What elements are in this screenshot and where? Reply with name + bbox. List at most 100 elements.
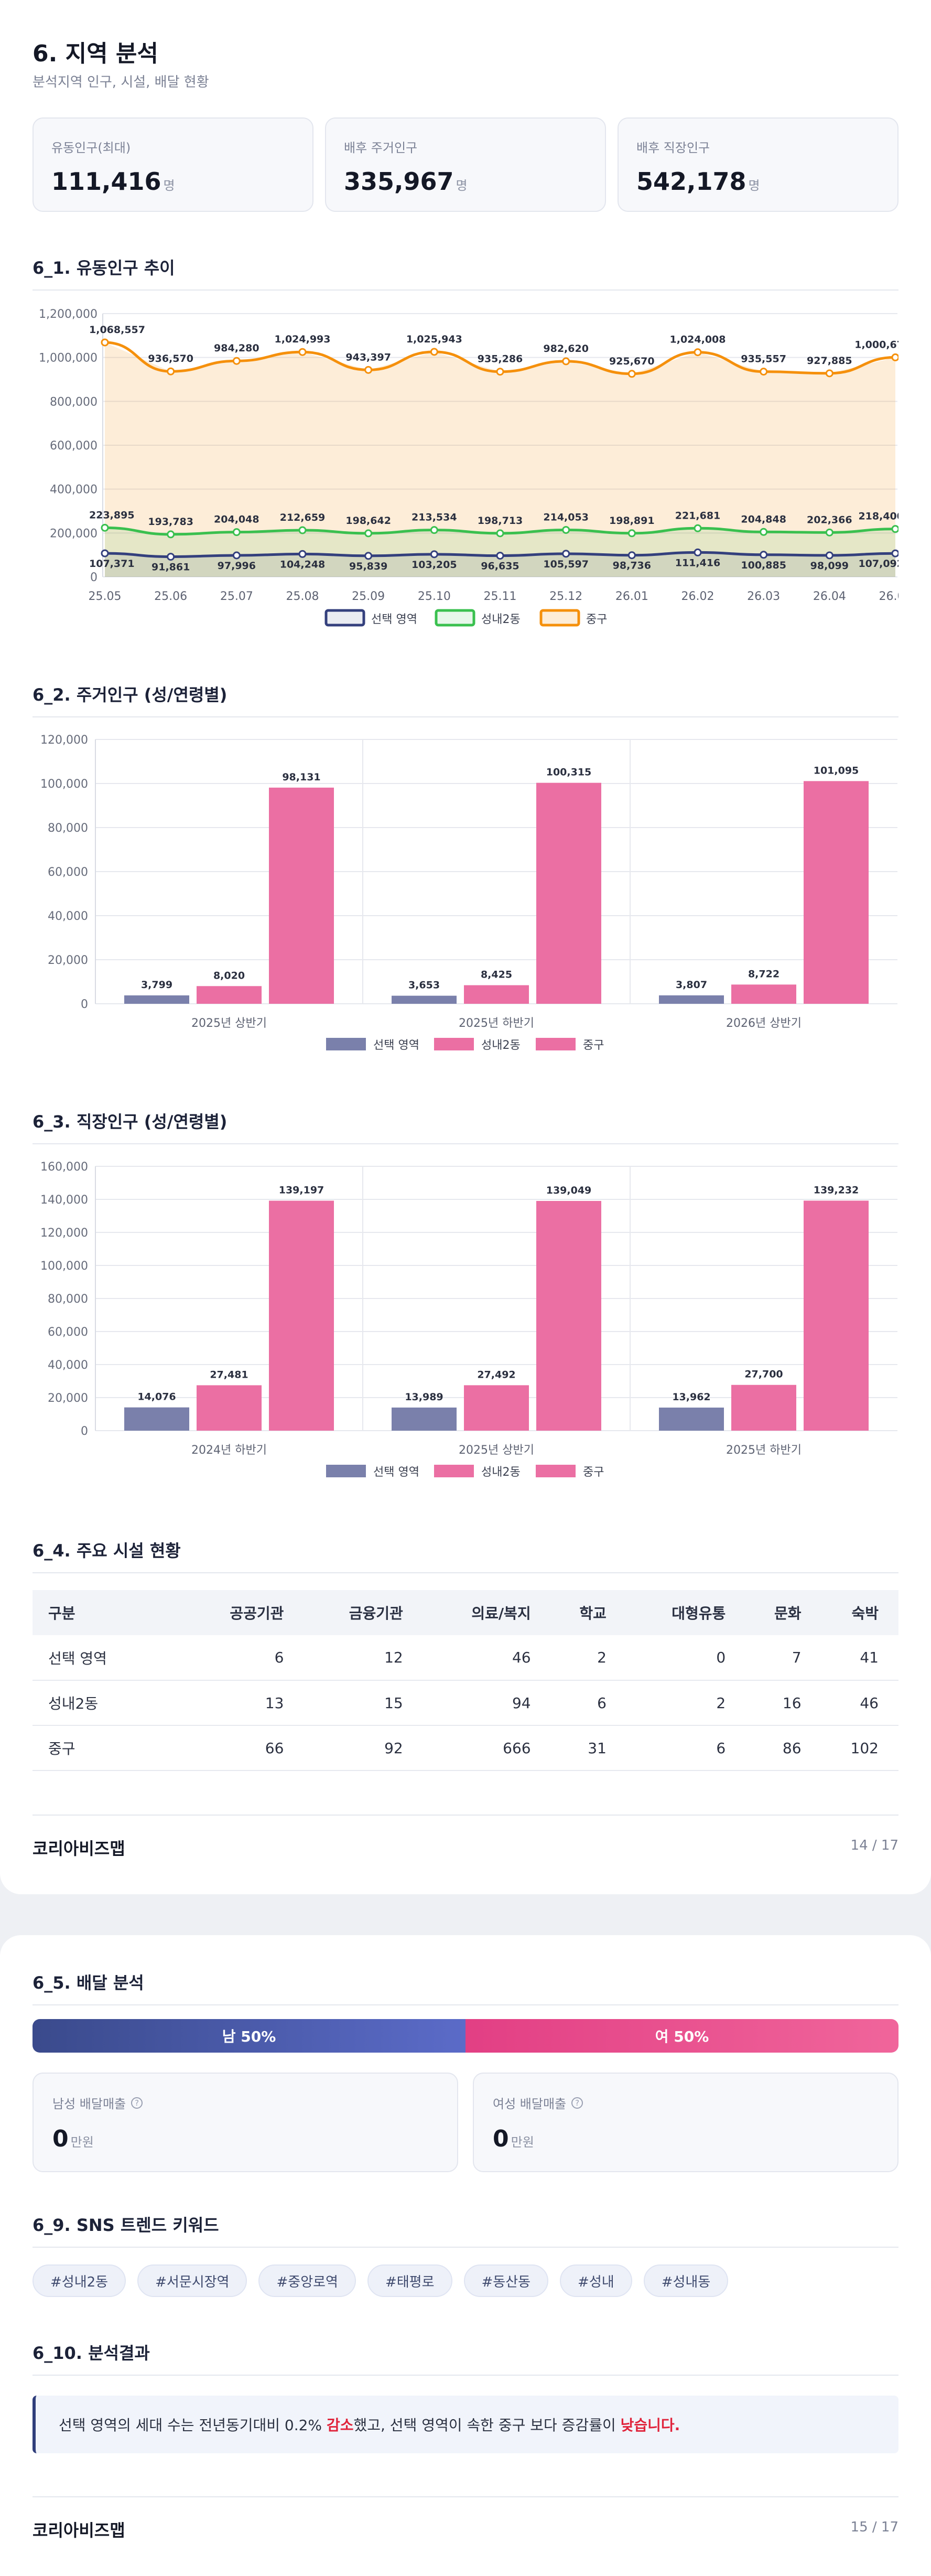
page-title: 6. 지역 분석 — [33, 40, 158, 67]
keyword-chip[interactable]: #중앙로역 — [258, 2264, 356, 2297]
data-label: 103,205 — [412, 559, 457, 571]
keyword-chip[interactable]: #태평로 — [367, 2264, 452, 2297]
info-icon[interactable]: ? — [131, 2097, 143, 2109]
bar — [197, 986, 262, 1004]
data-point — [496, 552, 504, 560]
legend-swatch — [434, 1038, 474, 1050]
data-point — [232, 357, 241, 365]
legend-label: 중구 — [583, 1466, 604, 1479]
table-cell: 7 — [745, 1635, 821, 1681]
y-tick-label: 20,000 — [48, 1392, 88, 1405]
legend-swatch — [326, 1038, 366, 1050]
legend-swatch — [326, 1465, 366, 1477]
section-title-delivery: 6_5. 배달 분석 — [33, 1973, 144, 1993]
keyword-chip[interactable]: #성내동 — [643, 2264, 729, 2297]
legend-swatch — [536, 1038, 576, 1050]
table-cell: 94 — [423, 1680, 551, 1726]
data-point — [364, 529, 373, 538]
y-tick-label: 600,000 — [50, 439, 98, 453]
data-point — [760, 551, 768, 559]
data-label: 13,962 — [672, 1391, 710, 1403]
data-label: 139,197 — [279, 1185, 324, 1196]
table-cell: 92 — [304, 1725, 423, 1771]
data-point — [167, 553, 175, 561]
data-point — [825, 369, 833, 378]
keyword-chip[interactable]: #서문시장역 — [137, 2264, 247, 2297]
data-label: 111,416 — [675, 557, 721, 568]
table-header: 의료/복지 — [423, 1590, 551, 1635]
data-label: 218,400 — [858, 511, 898, 522]
table-cell: 6 — [626, 1725, 746, 1771]
data-point — [562, 357, 570, 366]
legend-label: 선택 영역 — [373, 1466, 419, 1479]
result-text: 선택 영역의 세대 수는 전년동기대비 0.2% 감소했고, 선택 영역이 속한… — [59, 2417, 680, 2434]
x-tick-label: 26.02 — [681, 590, 715, 603]
data-point — [496, 529, 504, 538]
bar — [659, 1408, 724, 1431]
data-label: 98,131 — [282, 771, 320, 783]
info-icon[interactable]: ? — [571, 2097, 583, 2109]
data-point — [101, 523, 109, 532]
data-label: 212,659 — [280, 512, 326, 523]
table-header: 학교 — [550, 1590, 626, 1635]
data-point — [891, 353, 898, 361]
section-title-floating: 6_1. 유동인구 추이 — [33, 258, 175, 278]
male-delivery-card: 남성 배달매출 ? 0 만원 — [33, 2073, 458, 2172]
keyword-chip[interactable]: #동산동 — [463, 2264, 549, 2297]
data-label: 1,000,67 — [854, 339, 898, 350]
table-cell: 31 — [550, 1725, 626, 1771]
report-page-15: 6_5. 배달 분석 남 50% 여 50% 남성 배달매출 ? 0 만원 여성 … — [0, 1935, 931, 2576]
y-tick-label: 80,000 — [48, 1293, 88, 1306]
data-label: 98,736 — [613, 560, 651, 572]
y-tick-label: 0 — [81, 998, 88, 1011]
section-title-result: 6_10. 분석결과 — [33, 2343, 150, 2363]
bar — [464, 985, 529, 1004]
table-cell: 16 — [745, 1680, 821, 1726]
data-point — [694, 524, 702, 532]
footer-brand: 코리아비즈맵 — [33, 1839, 125, 1859]
data-point — [627, 529, 636, 538]
stat-label: 배후 주거인구 — [344, 141, 418, 155]
y-tick-label: 1,200,000 — [39, 308, 98, 321]
data-label: 936,570 — [148, 353, 193, 364]
female-delivery-label: 여성 배달매출 — [493, 2097, 567, 2111]
gender-female-segment: 여 50% — [465, 2019, 898, 2053]
x-tick-label: 2024년 하반기 — [191, 1444, 267, 1457]
footer-divider — [33, 2496, 898, 2497]
legend-label: 성내2동 — [481, 1039, 521, 1052]
table-cell: 666 — [423, 1725, 551, 1771]
female-delivery-value: 0 만원 — [493, 2126, 534, 2152]
data-label: 3,653 — [408, 980, 440, 991]
keyword-chip[interactable]: #성내2동 — [33, 2264, 126, 2297]
keyword-chip[interactable]: #성내 — [560, 2264, 632, 2297]
data-label: 213,534 — [412, 512, 457, 523]
y-tick-label: 200,000 — [50, 527, 98, 540]
section-title-facilities: 6_4. 주요 시설 현황 — [33, 1541, 181, 1561]
data-label: 198,713 — [478, 515, 523, 527]
data-label: 8,020 — [213, 970, 245, 981]
report-page-14: 6. 지역 분석 분석지역 인구, 시설, 배달 현황 유동인구(최대) 111… — [0, 0, 931, 1894]
legend-label: 선택 영역 — [373, 1039, 419, 1052]
y-tick-label: 120,000 — [40, 1227, 88, 1240]
data-point — [298, 526, 307, 534]
data-point — [627, 551, 636, 560]
data-point — [496, 368, 504, 376]
data-label: 8,425 — [481, 969, 512, 981]
bar — [197, 1385, 262, 1431]
data-label: 982,620 — [543, 343, 589, 355]
footer-divider — [33, 1815, 898, 1816]
data-point — [694, 348, 702, 357]
x-tick-label: 25.07 — [220, 590, 253, 603]
section-divider — [33, 1572, 898, 1573]
table-cell: 102 — [821, 1725, 898, 1771]
table-cell: 성내2동 — [33, 1680, 185, 1726]
bar — [804, 781, 869, 1004]
x-tick-label: 2025년 하반기 — [459, 1017, 534, 1030]
y-tick-label: 20,000 — [48, 954, 88, 967]
data-point — [562, 550, 570, 558]
data-label: 101,095 — [814, 765, 859, 776]
data-label: 1,024,008 — [670, 334, 726, 346]
x-tick-label: 2026년 상반기 — [726, 1017, 802, 1030]
data-label: 98,099 — [810, 560, 849, 572]
data-label: 8,722 — [748, 968, 780, 980]
